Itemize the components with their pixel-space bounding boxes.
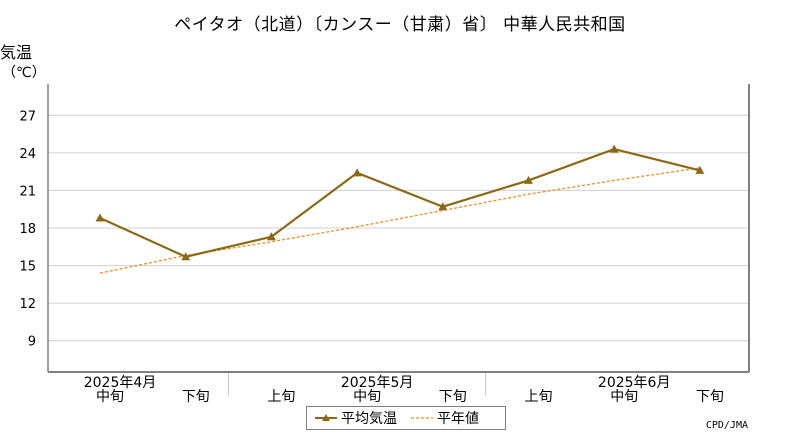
x-tick-label: 中旬	[610, 389, 638, 405]
legend-normal-swatch	[411, 417, 433, 419]
legend-item-mean: 平均気温	[315, 408, 397, 428]
mean-temperature-point	[95, 213, 105, 222]
y-tick-label: 27	[19, 109, 36, 124]
legend-mean-swatch	[315, 414, 337, 421]
mean-temperature-point	[524, 175, 533, 184]
mean-temperature-point	[181, 252, 191, 261]
x-tick-label: 上旬	[525, 389, 553, 405]
y-axis-unit: （℃）	[2, 65, 46, 81]
credit: CPD/JMA	[705, 420, 748, 431]
x-tick-label: 上旬	[267, 389, 295, 405]
y-tick-label: 12	[19, 297, 36, 312]
y-tick-labels: 9 12 15 18 21 24 27	[19, 109, 36, 349]
x-tick-label: 中旬	[353, 389, 381, 405]
chart-title: ペイタオ（北道）〔カンスー（甘粛）省〕 中華人民共和国	[174, 15, 626, 35]
y-tick-label: 15	[19, 260, 36, 275]
mean-temperature-point	[352, 168, 362, 177]
legend: 平均気温 平年値	[306, 406, 506, 430]
y-tick-label: 21	[19, 184, 36, 199]
mean-temperature-point	[609, 144, 619, 153]
x-tick-label: 下旬	[439, 389, 467, 405]
x-tick-labels: 中旬 下旬 上旬 中旬 下旬 上旬 中旬 下旬 2025年4月 2025年5月 2025年6月	[84, 375, 724, 405]
mean-temperature-point	[266, 232, 276, 241]
y-tick-label: 18	[19, 222, 36, 237]
y-axis-label: 気温	[0, 43, 33, 62]
month-label: 2025年4月	[84, 375, 157, 391]
x-tick-label: 下旬	[696, 389, 724, 405]
x-tick-label: 中旬	[96, 389, 124, 405]
mean-temperature-line	[99, 147, 701, 258]
y-tick-label: 9	[28, 335, 36, 350]
y-tick-label: 24	[19, 147, 36, 162]
month-label: 2025年5月	[341, 375, 414, 391]
legend-item-normal: 平年値	[411, 408, 479, 428]
mean-temperature-point	[695, 165, 705, 174]
month-label: 2025年6月	[598, 375, 671, 391]
mean-temperature-series	[95, 144, 705, 261]
mean-temperature-point	[438, 202, 448, 211]
legend-mean-label: 平均気温	[341, 411, 397, 427]
x-tick-label: 下旬	[182, 389, 210, 405]
legend-normal-label: 平年値	[437, 411, 479, 427]
